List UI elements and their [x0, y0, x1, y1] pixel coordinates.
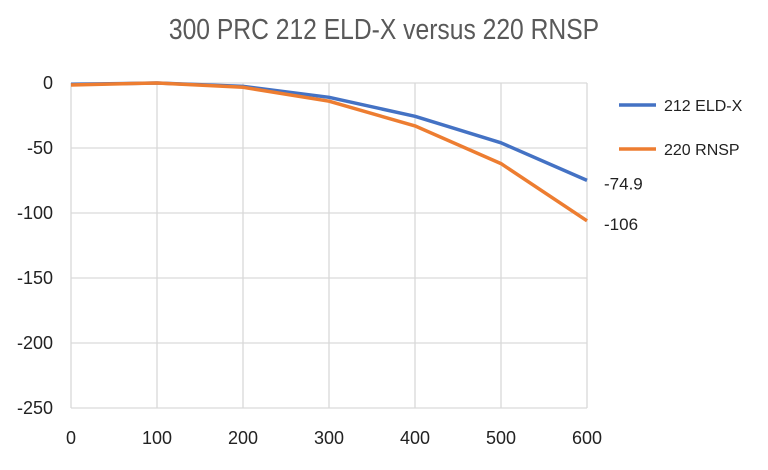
x-tick-label: 500 — [486, 428, 516, 448]
series-line-1 — [70, 81, 588, 223]
y-tick-label: -250 — [17, 398, 53, 418]
legend-label-0: 212 ELD-X — [664, 98, 743, 115]
chart-title: 300 PRC 212 ELD-X versus 220 RNSP — [168, 14, 600, 46]
data-label-1: -106 — [604, 215, 638, 234]
y-tick-label: -150 — [17, 268, 53, 288]
y-tick-label: -100 — [17, 203, 53, 223]
y-tick-label: 0 — [43, 73, 53, 93]
y-tick-label: -200 — [17, 333, 53, 353]
data-label-0: -74.9 — [604, 174, 643, 193]
x-tick-label: 600 — [572, 428, 602, 448]
y-tick-label: -50 — [27, 138, 53, 158]
x-tick-label: 0 — [66, 428, 76, 448]
x-tick-label: 100 — [142, 428, 172, 448]
x-tick-label: 300 — [314, 428, 344, 448]
x-tick-label: 200 — [228, 428, 258, 448]
x-tick-label: 400 — [400, 428, 430, 448]
legend-label-1: 220 RNSP — [664, 142, 740, 159]
